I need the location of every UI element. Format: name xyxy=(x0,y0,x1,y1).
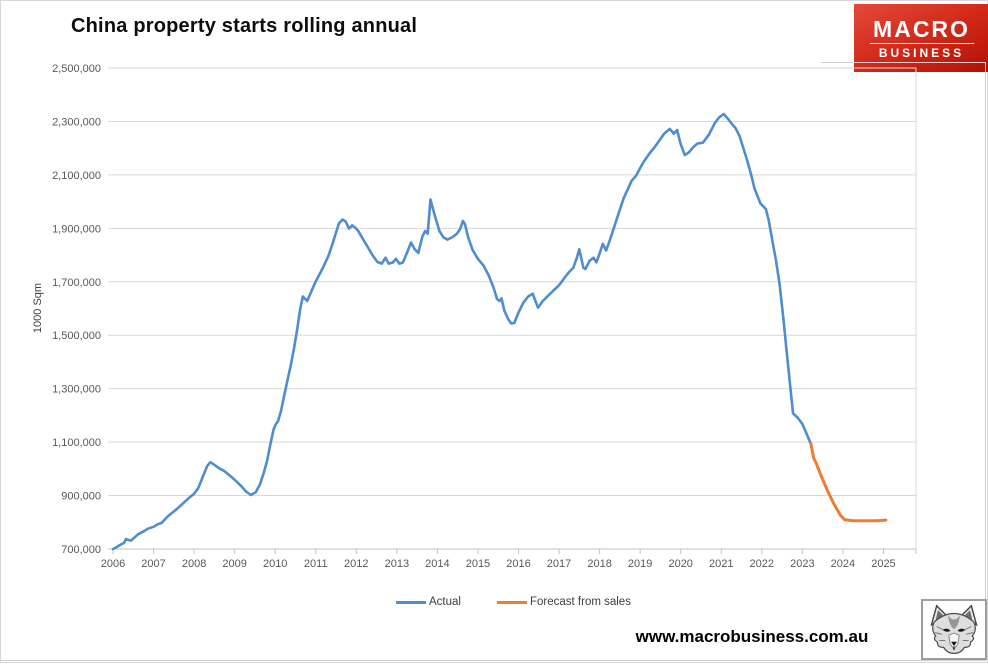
y-tick-label: 1,900,000 xyxy=(52,223,101,235)
wolf-icon xyxy=(930,603,978,654)
chart-frame-top xyxy=(821,62,986,63)
x-tick-label: 2008 xyxy=(182,558,206,570)
chart-frame-bottom xyxy=(1,660,986,661)
y-tick-label: 2,500,000 xyxy=(52,63,101,75)
x-tick-label: 2011 xyxy=(304,558,328,570)
series-line-forecast-from-sales xyxy=(809,442,888,523)
legend-item: Forecast from sales xyxy=(496,596,631,608)
legend-label: Forecast from sales xyxy=(529,596,631,608)
x-tick-label: 2014 xyxy=(425,558,449,570)
x-tick-label: 2017 xyxy=(547,558,571,570)
legend-swatch-icon xyxy=(496,600,527,604)
x-tick-label: 2015 xyxy=(466,558,490,570)
series-line-actual xyxy=(111,112,813,551)
x-tick-label: 2023 xyxy=(790,558,814,570)
x-tick-label: 2021 xyxy=(709,558,733,570)
logo-text-macro: MACRO xyxy=(873,16,970,42)
x-tick-label: 2012 xyxy=(344,558,368,570)
logo-text-business: BUSINESS xyxy=(878,46,965,60)
x-tick-label: 2016 xyxy=(506,558,530,570)
chart-frame-right xyxy=(985,62,986,660)
y-tick-label: 1,700,000 xyxy=(52,277,101,289)
legend-swatch-icon xyxy=(396,600,427,604)
legend-label: Actual xyxy=(429,596,461,608)
x-tick-label: 2007 xyxy=(141,558,165,570)
x-tick-label: 2018 xyxy=(587,558,611,570)
wolf-logo xyxy=(921,599,987,660)
x-tick-label: 2019 xyxy=(628,558,652,570)
y-tick-label: 700,000 xyxy=(61,544,101,556)
chart-title: China property starts rolling annual xyxy=(71,15,418,37)
chart-legend: Actual Forecast from sales xyxy=(111,596,916,608)
y-tick-label: 900,000 xyxy=(61,491,101,503)
x-tick-label: 2009 xyxy=(222,558,246,570)
y-tick-label: 2,100,000 xyxy=(52,170,101,182)
y-tick-label: 2,300,000 xyxy=(52,116,101,128)
macrobusiness-logo: MACRO BUSINESS xyxy=(854,4,988,72)
y-axis-title: 1000 Sqm xyxy=(32,282,44,334)
x-tick-label: 2025 xyxy=(871,558,895,570)
x-tick-label: 2024 xyxy=(831,558,855,570)
y-tick-label: 1,100,000 xyxy=(52,437,101,449)
y-tick-label: 1,300,000 xyxy=(52,384,101,396)
x-tick-label: 2013 xyxy=(385,558,409,570)
legend-item: Actual xyxy=(396,596,461,608)
x-tick-label: 2022 xyxy=(750,558,774,570)
x-tick-label: 2006 xyxy=(101,558,125,570)
footer-url: www.macrobusiness.com.au xyxy=(635,627,869,646)
logo-divider xyxy=(869,43,974,44)
x-tick-label: 2020 xyxy=(668,558,692,570)
y-tick-label: 1,500,000 xyxy=(52,330,101,342)
x-tick-label: 2010 xyxy=(263,558,287,570)
